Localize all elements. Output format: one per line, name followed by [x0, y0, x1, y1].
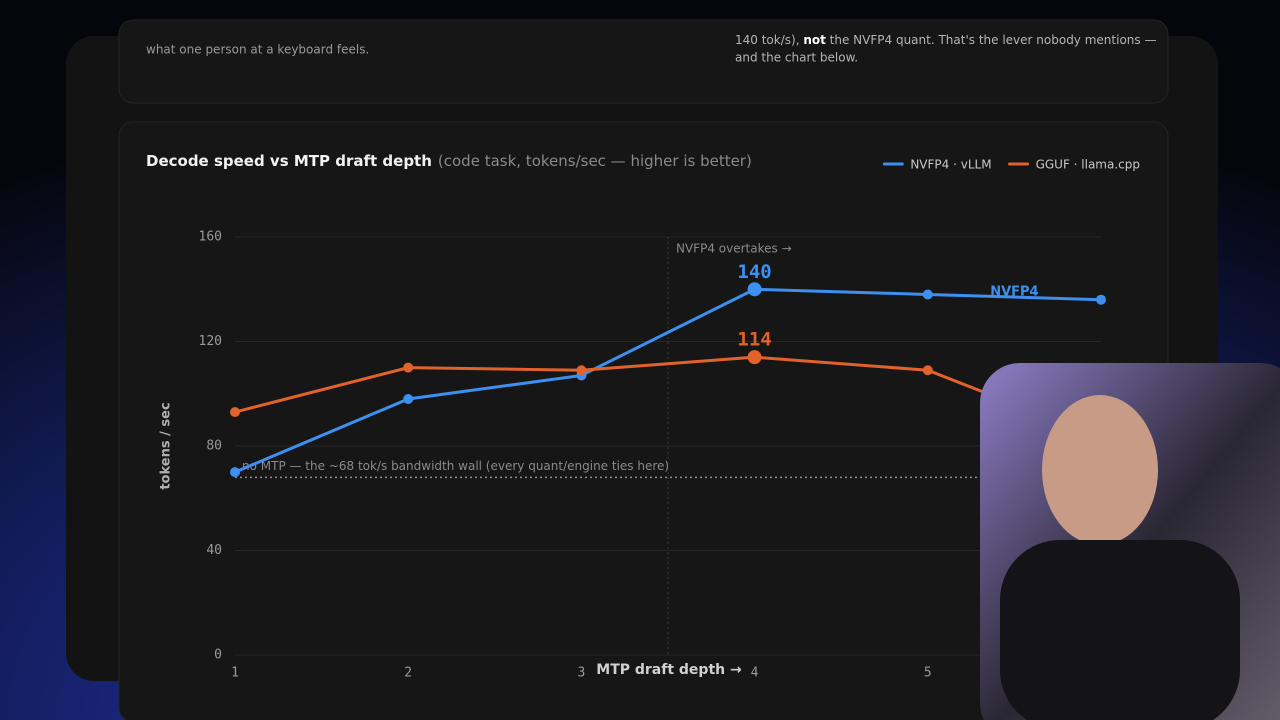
series-line — [234, 287, 1102, 474]
series-end-label: NVFP4 — [990, 285, 1038, 300]
chart-title: Decode speed vs MTP draft depth — [146, 152, 432, 170]
legend-label: NVFP4 · vLLM — [910, 158, 991, 172]
data-point — [1096, 294, 1106, 305]
intro-bold: not — [803, 33, 826, 47]
intro-text: the NVFP4 quant. That's the lever nobody… — [826, 33, 1157, 47]
y-tick-label: 160 — [199, 230, 222, 245]
intro-card — [118, 19, 1169, 104]
webcam-face — [1042, 395, 1158, 545]
data-point — [922, 365, 933, 376]
data-point — [922, 289, 933, 300]
intro-right: 140 tok/s), not the NVFP4 quant. That's … — [735, 33, 1156, 47]
legend-label: GGUF · llama.cpp — [1036, 158, 1140, 172]
plot: 04080120160123456MTP draft depth →tokens… — [159, 230, 1106, 681]
chart-title: Decode speed vs MTP draft depth (code tas… — [146, 152, 752, 170]
x-axis-label: MTP draft depth → — [596, 662, 742, 678]
x-tick-label: 3 — [577, 666, 585, 681]
intro-left: what one person at a keyboard feels. — [146, 43, 369, 57]
data-point — [747, 350, 762, 365]
data-point — [403, 393, 414, 404]
intro-text: and the chart below. — [735, 51, 858, 65]
x-tick-label: 1 — [231, 666, 239, 681]
y-tick-label: 80 — [206, 439, 222, 454]
webcam-body — [1000, 540, 1240, 720]
data-label: 114 — [737, 329, 771, 351]
intro-text: 140 tok/s), — [735, 33, 803, 47]
data-point — [230, 407, 240, 418]
marker-label: NVFP4 overtakes → — [676, 242, 792, 256]
data-point — [747, 282, 762, 297]
y-tick-label: 0 — [214, 648, 222, 663]
y-tick-label: 40 — [206, 543, 222, 558]
x-tick-label: 4 — [751, 666, 759, 681]
x-tick-label: 5 — [924, 666, 932, 681]
reference-label: no MTP — the ~68 tok/s bandwidth wall (e… — [242, 459, 669, 473]
x-tick-label: 2 — [404, 666, 412, 681]
y-axis-label: tokens / sec — [159, 402, 174, 489]
data-point — [403, 362, 414, 373]
y-tick-label: 120 — [199, 334, 222, 349]
data-label: 140 — [737, 261, 771, 283]
data-point — [576, 365, 587, 376]
data-point — [230, 467, 240, 478]
series-line — [234, 355, 1102, 440]
chart-subtitle: (code task, tokens/sec — higher is bette… — [438, 152, 752, 170]
